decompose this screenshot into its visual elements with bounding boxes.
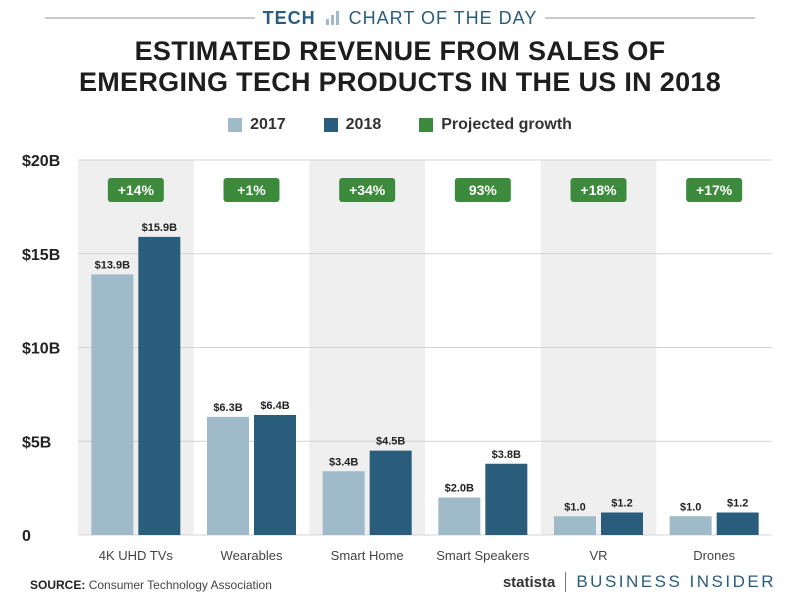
data-label-2017: $1.0 <box>680 501 701 513</box>
growth-badge <box>686 178 743 202</box>
footer-divider <box>565 572 567 592</box>
growth-badge-label: +34% <box>349 182 386 198</box>
chart-title: ESTIMATED REVENUE FROM SALES OF EMERGING… <box>0 36 800 98</box>
legend-swatch-growth <box>419 118 434 132</box>
y-tick-label: $20B <box>22 153 60 170</box>
legend-item-2018: 2018 <box>323 116 382 134</box>
bar-2018 <box>369 450 412 535</box>
x-tick-label: 4K UHD TVs <box>99 548 174 563</box>
bar-2017 <box>554 516 596 535</box>
bar-2018 <box>254 415 296 535</box>
legend-swatch-2018 <box>323 118 338 132</box>
growth-badge-label: +18% <box>580 182 617 198</box>
legend: 2017 2018 Projected growth <box>0 116 800 134</box>
growth-badge-label: +17% <box>696 182 733 198</box>
y-tick-label: $5B <box>22 434 51 451</box>
x-tick-label: VR <box>589 548 607 563</box>
bar-chart-icon <box>325 11 339 25</box>
legend-label-growth: Projected growth <box>441 116 572 133</box>
statista-logo: statista <box>502 573 556 591</box>
data-label-2018: $3.8B <box>492 449 521 461</box>
legend-label-2017: 2017 <box>250 116 286 133</box>
data-label-2017: $1.0 <box>564 501 585 513</box>
y-tick-label: 0 <box>22 528 31 545</box>
data-label-2017: $6.3B <box>213 402 242 414</box>
data-label-2017: $13.9B <box>95 259 131 271</box>
bar-2018 <box>485 463 528 535</box>
growth-badge <box>223 178 280 202</box>
chart-title-line-2: EMERGING TECH PRODUCTS IN THE US IN 2018 <box>78 67 722 97</box>
x-tick-label: Smart Speakers <box>436 548 530 563</box>
bar-2018 <box>138 236 181 535</box>
chart-title-line-1: ESTIMATED REVENUE FROM SALES OF <box>134 36 666 66</box>
data-label-2018: $1.2 <box>611 498 632 510</box>
bar-2017 <box>438 497 481 535</box>
data-label-2018: $6.4B <box>260 400 289 412</box>
data-label-2017: $2.0B <box>445 483 474 495</box>
y-tick-label: $10B <box>22 341 60 358</box>
data-label-2018: $4.5B <box>376 436 405 448</box>
growth-badge <box>107 178 164 202</box>
data-label-2017: $3.4B <box>329 456 358 468</box>
source-text: Consumer Technology Association <box>88 578 272 592</box>
data-label-2018: $1.2 <box>727 498 748 510</box>
header-bar: TECH CHART OF THE DAY <box>0 6 800 30</box>
legend-item-2017: 2017 <box>228 116 286 134</box>
bar-2017 <box>322 471 365 535</box>
footer-brand: statista BUSINESS INSIDER <box>503 572 776 592</box>
x-tick-label: Smart Home <box>331 548 404 563</box>
legend-label-2018: 2018 <box>345 116 382 133</box>
header-subtitle: CHART OF THE DAY <box>348 7 538 28</box>
x-tick-label: Wearables <box>221 548 283 563</box>
bar-2018 <box>601 512 643 535</box>
header-rule-left <box>44 17 255 19</box>
growth-badge <box>339 178 396 202</box>
source-label: SOURCE: <box>30 578 86 592</box>
growth-badge-label: +14% <box>118 182 155 198</box>
source-note: SOURCE: Consumer Technology Association <box>30 578 272 592</box>
bar-2017 <box>91 274 134 535</box>
bar-2017 <box>669 516 712 535</box>
growth-badge <box>570 178 627 202</box>
bar-2017 <box>207 416 249 535</box>
business-insider-logo: BUSINESS INSIDER <box>576 572 776 591</box>
bar-2018 <box>716 512 759 535</box>
x-tick-label: Drones <box>693 548 735 563</box>
header-brand: TECH <box>262 7 316 28</box>
legend-swatch-2017 <box>228 118 243 132</box>
data-label-2018: $15.9B <box>142 222 178 234</box>
growth-badge <box>454 178 511 202</box>
header-rule-right <box>545 17 756 19</box>
legend-item-growth: Projected growth <box>419 116 572 134</box>
growth-badge-label: 93% <box>469 182 498 198</box>
growth-badge-label: +1% <box>237 182 266 198</box>
y-tick-label: $15B <box>22 247 60 264</box>
